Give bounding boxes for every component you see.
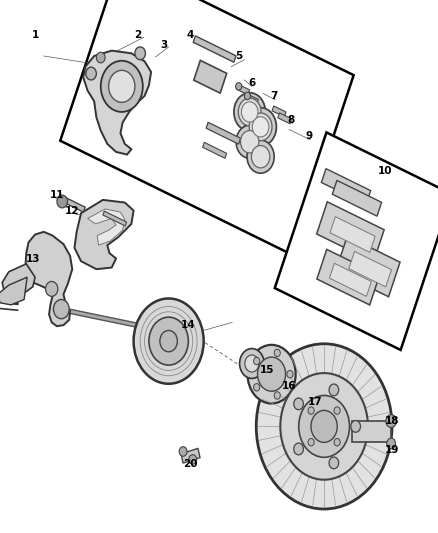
Polygon shape [0, 277, 27, 305]
Polygon shape [317, 249, 380, 305]
Ellipse shape [240, 131, 259, 153]
Circle shape [258, 357, 286, 391]
Ellipse shape [236, 125, 263, 158]
Circle shape [256, 344, 392, 509]
Polygon shape [206, 122, 240, 144]
Circle shape [334, 439, 340, 446]
Polygon shape [275, 132, 438, 350]
Text: 20: 20 [183, 459, 198, 469]
Polygon shape [317, 202, 384, 262]
Polygon shape [272, 106, 286, 117]
Circle shape [240, 349, 264, 378]
Circle shape [109, 70, 135, 102]
Circle shape [334, 407, 340, 414]
Circle shape [294, 398, 304, 410]
Ellipse shape [234, 93, 265, 131]
Circle shape [57, 195, 67, 208]
Polygon shape [336, 236, 400, 297]
Circle shape [179, 447, 187, 456]
Circle shape [308, 407, 314, 414]
Polygon shape [237, 84, 250, 95]
Polygon shape [203, 142, 226, 158]
Text: 2: 2 [134, 30, 141, 39]
Polygon shape [193, 36, 236, 62]
Text: 18: 18 [385, 416, 399, 426]
Circle shape [46, 281, 58, 296]
Circle shape [160, 330, 177, 352]
Circle shape [311, 410, 337, 442]
Text: 5: 5 [235, 51, 242, 61]
Circle shape [86, 67, 96, 80]
Polygon shape [245, 94, 258, 104]
Polygon shape [330, 217, 375, 252]
Polygon shape [329, 263, 371, 296]
Circle shape [308, 439, 314, 446]
Circle shape [101, 61, 143, 112]
Polygon shape [25, 232, 72, 326]
Circle shape [287, 370, 293, 378]
Polygon shape [61, 196, 85, 212]
Circle shape [135, 47, 145, 60]
Circle shape [274, 392, 280, 399]
Text: 16: 16 [282, 382, 297, 391]
Circle shape [280, 373, 368, 480]
Polygon shape [2, 264, 35, 296]
Circle shape [274, 349, 280, 357]
Circle shape [134, 298, 204, 384]
Circle shape [245, 355, 259, 372]
Polygon shape [278, 113, 292, 124]
Circle shape [386, 415, 396, 427]
Text: 9: 9 [305, 131, 312, 141]
Polygon shape [194, 60, 227, 93]
Circle shape [96, 52, 105, 63]
Text: 14: 14 [181, 320, 196, 330]
Text: 15: 15 [260, 366, 275, 375]
Text: 8: 8 [288, 115, 295, 125]
Ellipse shape [241, 102, 258, 122]
Ellipse shape [238, 98, 261, 126]
Circle shape [149, 317, 188, 365]
Polygon shape [332, 180, 381, 216]
Polygon shape [349, 252, 392, 287]
Circle shape [254, 357, 260, 365]
Text: 10: 10 [378, 166, 393, 175]
Circle shape [329, 384, 339, 396]
Polygon shape [74, 200, 134, 269]
Text: 13: 13 [25, 254, 40, 263]
Ellipse shape [247, 140, 274, 173]
Polygon shape [321, 168, 371, 205]
Ellipse shape [252, 117, 269, 137]
Circle shape [189, 455, 197, 464]
Text: 1: 1 [32, 30, 39, 39]
Circle shape [247, 345, 296, 403]
Polygon shape [88, 209, 125, 245]
Circle shape [294, 443, 304, 455]
Polygon shape [181, 448, 200, 463]
Text: 19: 19 [385, 446, 399, 455]
Polygon shape [103, 211, 127, 226]
Circle shape [254, 384, 260, 391]
Circle shape [299, 395, 350, 457]
Text: 12: 12 [65, 206, 80, 215]
Circle shape [387, 438, 396, 449]
Text: 6: 6 [248, 78, 255, 87]
Ellipse shape [249, 113, 272, 141]
Circle shape [236, 83, 242, 90]
Polygon shape [83, 51, 151, 155]
Ellipse shape [251, 146, 270, 168]
Text: 3: 3 [161, 41, 168, 50]
Circle shape [53, 300, 69, 319]
Text: 11: 11 [49, 190, 64, 199]
Text: 7: 7 [270, 91, 277, 101]
Polygon shape [60, 0, 353, 255]
Circle shape [351, 421, 360, 432]
Circle shape [329, 457, 339, 469]
Text: 17: 17 [308, 398, 323, 407]
Circle shape [244, 92, 251, 100]
Text: 4: 4 [187, 30, 194, 39]
Polygon shape [352, 421, 391, 442]
Ellipse shape [245, 108, 276, 146]
